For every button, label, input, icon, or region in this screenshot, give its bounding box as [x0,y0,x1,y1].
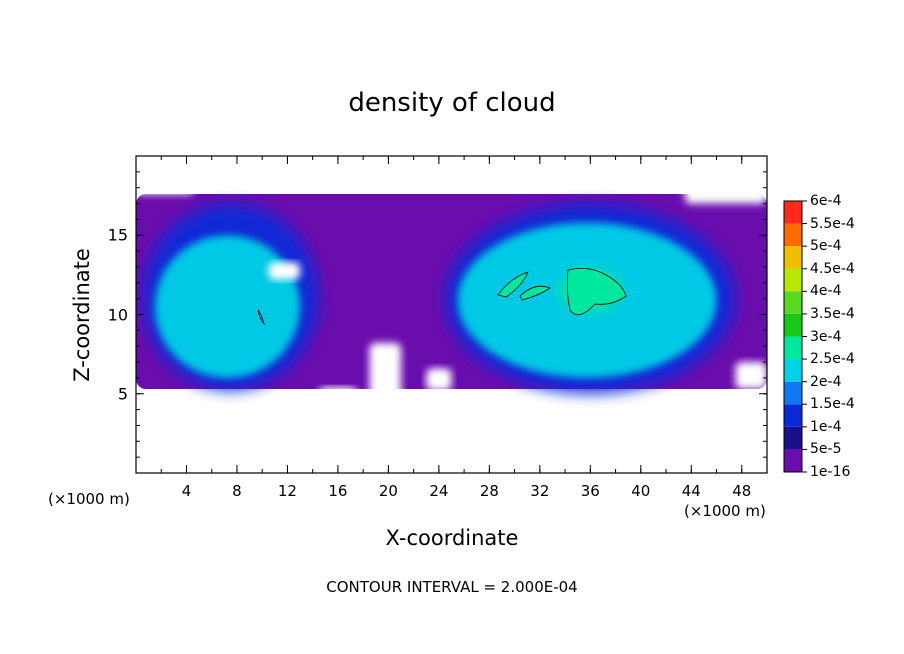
colorbar-swatch [784,291,802,314]
cloud-gap [318,387,357,401]
colorbar-swatch [784,404,802,427]
colorbar-label: 1.5e-4 [810,396,855,413]
colorbar-label: 4e-4 [810,283,842,300]
x-tick-label: 12 [277,482,297,500]
cloud-region [154,235,301,378]
x-tick-label: 28 [479,482,499,500]
x-tick-label: 48 [732,482,752,500]
colorbar-label: 6e-4 [810,193,842,209]
contour-line [257,309,265,326]
colorbar-label: 5.5e-4 [810,215,855,232]
contour-lines [257,268,627,326]
cloud-field [136,157,767,404]
x-tick-label: 16 [328,482,348,500]
colorbar-swatch [784,381,802,405]
colorbar-swatch [784,223,802,247]
x-tick-label: 40 [631,482,651,500]
cloud-gap [426,368,452,391]
y-tick-label: 15 [107,225,128,245]
x-unit-label-left: (×1000 m) [48,490,130,508]
cloud-gap [735,362,767,389]
x-axis-label: X-coordinate [385,526,519,550]
cloud-gap [268,262,301,280]
chart-title: density of cloud [348,88,556,118]
colorbar-swatch [784,246,802,269]
cloud-gap [684,157,767,204]
cloud-gap [136,157,195,195]
contour-line [519,285,551,301]
colorbar-label: 2.5e-4 [810,351,855,368]
x-tick-label: 20 [378,482,398,500]
colorbar-label: 3.5e-4 [810,305,855,322]
x-tick-label: 44 [681,482,701,500]
colorbar-label: 1e-4 [810,418,842,435]
y-tick-label: 10 [107,305,128,324]
contour-interval-note: CONTOUR INTERVAL = 2.000E-04 [326,578,578,596]
colorbar [783,200,807,473]
cloud-gap [369,343,402,404]
x-tick-label: 36 [580,482,600,500]
colorbar-label: 5e-5 [810,441,842,458]
contour-line [566,268,627,316]
contour-line [497,271,529,298]
colorbar-swatch [784,201,802,224]
colorbar-label: 3e-4 [810,328,842,345]
x-unit-label-right: (×1000 m) [684,502,766,520]
colorbar-swatch [784,426,802,450]
x-tick-label: 32 [530,482,550,500]
colorbar-swatch [784,359,802,382]
colorbar-swatch [784,313,802,337]
colorbar-swatch [784,268,802,292]
y-tick-label: 5 [117,384,128,404]
colorbar-label: 2e-4 [810,373,842,390]
x-tick-label: 4 [181,482,192,500]
x-tick-label: 8 [232,482,242,500]
colorbar-label: 5e-4 [810,238,842,255]
x-tick-label: 24 [429,482,449,500]
colorbar-swatch [784,336,802,360]
colorbar-label: 1e-16 [810,464,851,480]
y-axis-label: Z-coordinate [70,248,94,382]
colorbar-swatch [784,449,802,472]
colorbar-label: 4.5e-4 [810,260,855,277]
axis-ticks [136,156,767,473]
